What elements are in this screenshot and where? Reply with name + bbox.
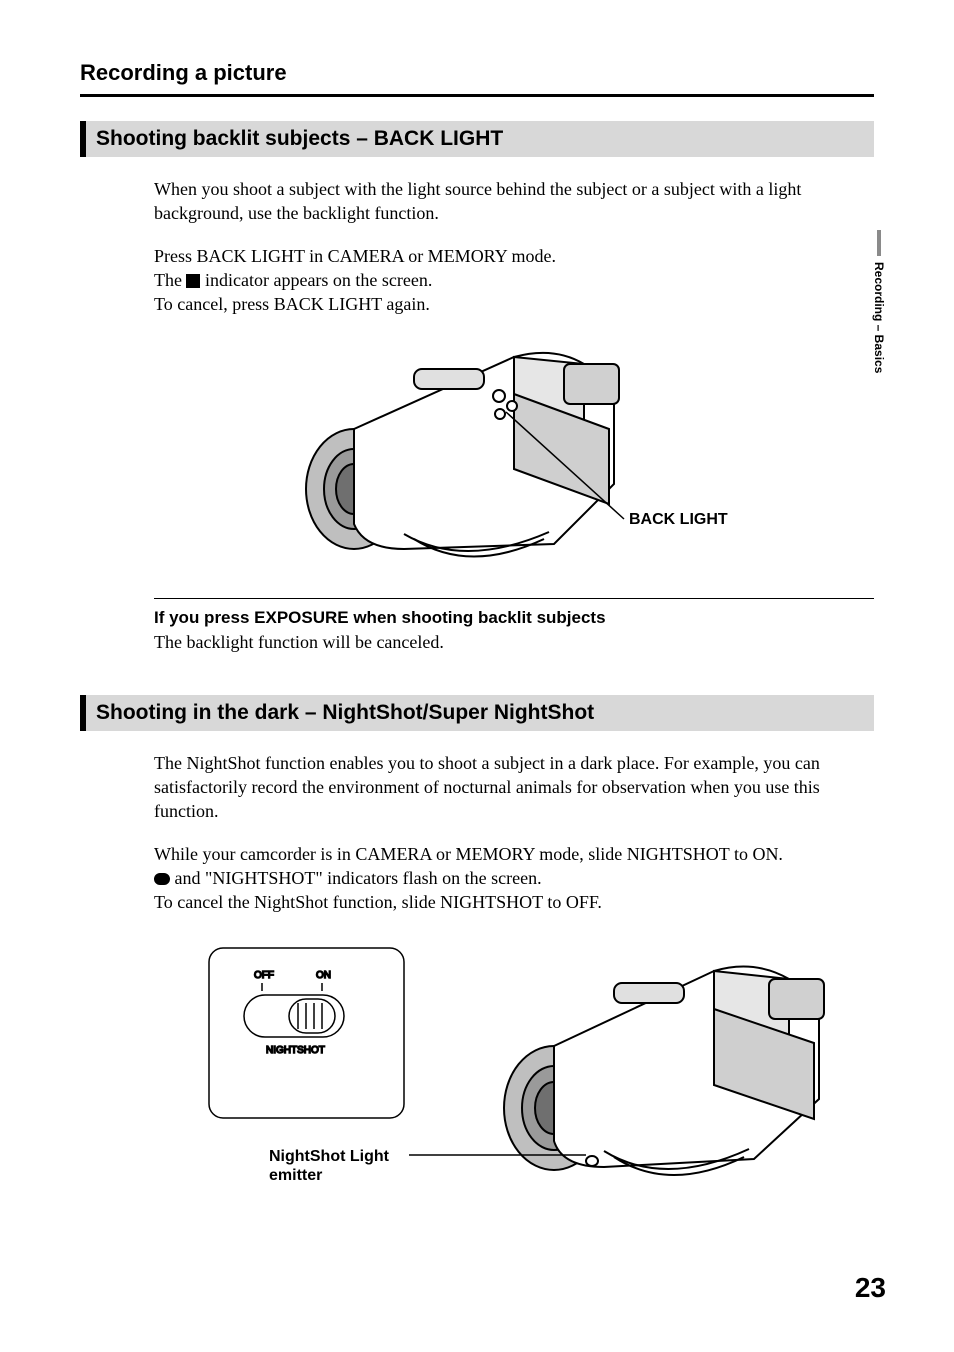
side-tab: Recording – Basics bbox=[872, 230, 886, 373]
nightshot-eye-icon bbox=[154, 873, 170, 885]
side-tab-marker bbox=[877, 230, 881, 256]
nightshot-para2-line3: To cancel the NightShot function, slide … bbox=[154, 892, 602, 912]
backlight-para2: Press BACK LIGHT in CAMERA or MEMORY mod… bbox=[154, 244, 874, 317]
page-title: Recording a picture bbox=[80, 60, 874, 86]
svg-text:NIGHTSHOT: NIGHTSHOT bbox=[266, 1045, 325, 1056]
nightshot-para1: The NightShot function enables you to sh… bbox=[154, 751, 874, 824]
figure-nightshot-label: NightShot Light emitter bbox=[269, 1147, 419, 1185]
camcorder-illustration-1: BACK LIGHT bbox=[254, 334, 774, 574]
backlight-para2-line1: Press BACK LIGHT in CAMERA or MEMORY mod… bbox=[154, 246, 556, 266]
note-heading-backlight: If you press EXPOSURE when shooting back… bbox=[154, 607, 874, 630]
note-backlight: If you press EXPOSURE when shooting back… bbox=[154, 607, 874, 654]
figure-backlight-label: BACK LIGHT bbox=[629, 511, 728, 528]
backlight-para1: When you shoot a subject with the light … bbox=[154, 177, 874, 226]
backlight-para2-line2b: indicator appears on the screen. bbox=[200, 270, 432, 290]
section-heading-nightshot: Shooting in the dark – NightShot/Super N… bbox=[80, 695, 874, 731]
nightshot-label-wrap: NightShot Light emitter bbox=[154, 1147, 874, 1185]
title-divider bbox=[80, 94, 874, 97]
section-heading-backlight: Shooting backlit subjects – BACK LIGHT bbox=[80, 121, 874, 157]
svg-text:ON: ON bbox=[316, 970, 331, 981]
note-divider-1 bbox=[154, 598, 874, 599]
backlight-para2-line3: To cancel, press BACK LIGHT again. bbox=[154, 294, 430, 314]
nightshot-para2: While your camcorder is in CAMERA or MEM… bbox=[154, 842, 874, 915]
note-body-backlight: The backlight function will be canceled. bbox=[154, 630, 874, 654]
nightshot-para2-line1: While your camcorder is in CAMERA or MEM… bbox=[154, 844, 783, 864]
backlight-indicator-icon bbox=[186, 274, 200, 288]
nightshot-para2-line2b: and "NIGHTSHOT" indicators flash on the … bbox=[170, 868, 542, 888]
backlight-para2-line2a: The bbox=[154, 270, 186, 290]
figure-backlight: BACK LIGHT bbox=[154, 334, 874, 574]
page-number: 23 bbox=[855, 1272, 886, 1304]
svg-text:OFF: OFF bbox=[254, 970, 274, 981]
side-tab-label: Recording – Basics bbox=[872, 262, 886, 373]
